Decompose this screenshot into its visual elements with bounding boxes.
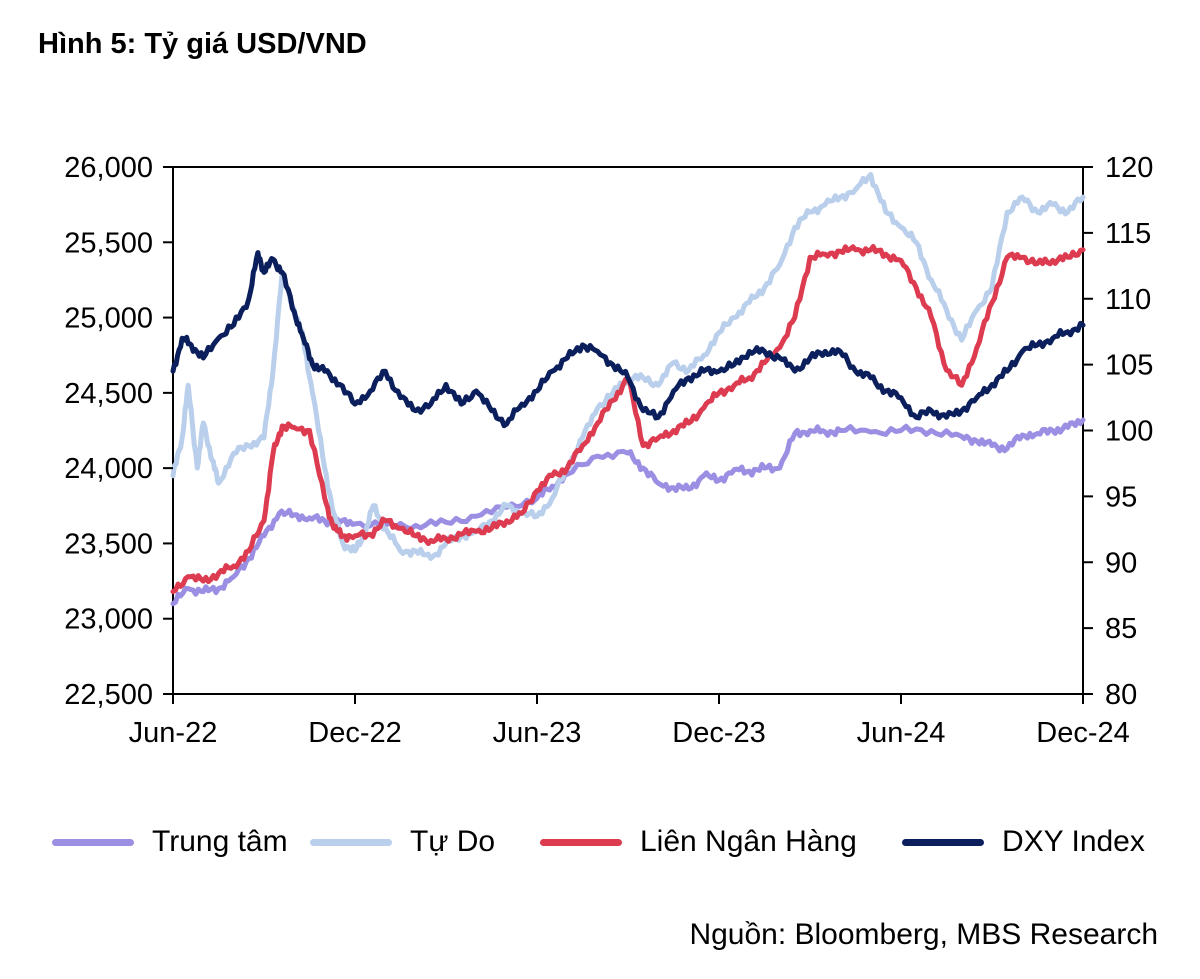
y-left-tick-label: 22,500 [64,679,153,711]
legend-item-tu-do: Tự Do [310,820,495,864]
series-line-dxy-index [170,250,1086,429]
chart-title: Hình 5: Tỷ giá USD/VND [38,28,367,60]
y-right-tick-label: 95 [1105,481,1137,513]
legend-item-trung-tam: Trung tâm [52,820,288,864]
y-right-tick-label: 110 [1105,284,1151,316]
y-right-tick-label: 85 [1105,613,1137,645]
y-right-tick-label: 115 [1105,218,1151,250]
y-left-tick-label: 23,000 [64,604,153,636]
legend: Trung tâm Tự Do Liên Ngân Hàng DXY Index [52,820,1182,864]
y-left-tick-label: 24,500 [64,378,153,410]
series-line-trung-tam [170,417,1086,607]
y-right-tick-label: 105 [1105,350,1153,382]
y-left-tick-label: 25,500 [64,227,153,259]
legend-swatch-trung-tam [52,838,134,846]
y-left-tick-label: 24,000 [64,453,153,485]
source-note: Nguồn: Bloomberg, MBS Research [689,918,1158,951]
x-tick-label: Jun-22 [129,717,218,749]
axis-layer: 22,500 23,000 23,500 24,000 24,500 25,000 25,5… [64,152,1153,749]
legend-swatch-tu-do [310,838,392,846]
y-right-tick-label: 90 [1105,547,1137,579]
x-tick-label: Jun-24 [857,717,946,749]
legend-label-lien-ngan-hang: Liên Ngân Hàng [640,825,857,858]
y-left-tick-label: 25,000 [64,303,153,335]
legend-item-lien-ngan-hang: Liên Ngân Hàng [540,820,857,864]
x-tick-label: Dec-23 [672,717,766,749]
series-layer [170,172,1086,607]
series-line-lien-ngan-hang [170,244,1086,595]
y-left-tick-label: 26,000 [64,152,153,184]
x-tick-label: Dec-24 [1036,717,1130,749]
legend-label-dxy-index: DXY Index [1002,825,1145,858]
y-right-tick-label: 120 [1105,152,1153,184]
x-tick-label: Dec-22 [308,717,402,749]
legend-swatch-lien-ngan-hang [540,838,622,846]
legend-item-dxy-index: DXY Index [902,820,1145,864]
y-left-tick-label: 23,500 [64,528,153,560]
y-right-tick-label: 80 [1105,679,1137,711]
legend-swatch-dxy-index [902,838,984,846]
x-tick-label: Jun-23 [493,717,582,749]
legend-label-tu-do: Tự Do [410,825,496,858]
legend-label-trung-tam: Trung tâm [152,825,288,858]
y-right-tick-label: 100 [1105,416,1153,448]
